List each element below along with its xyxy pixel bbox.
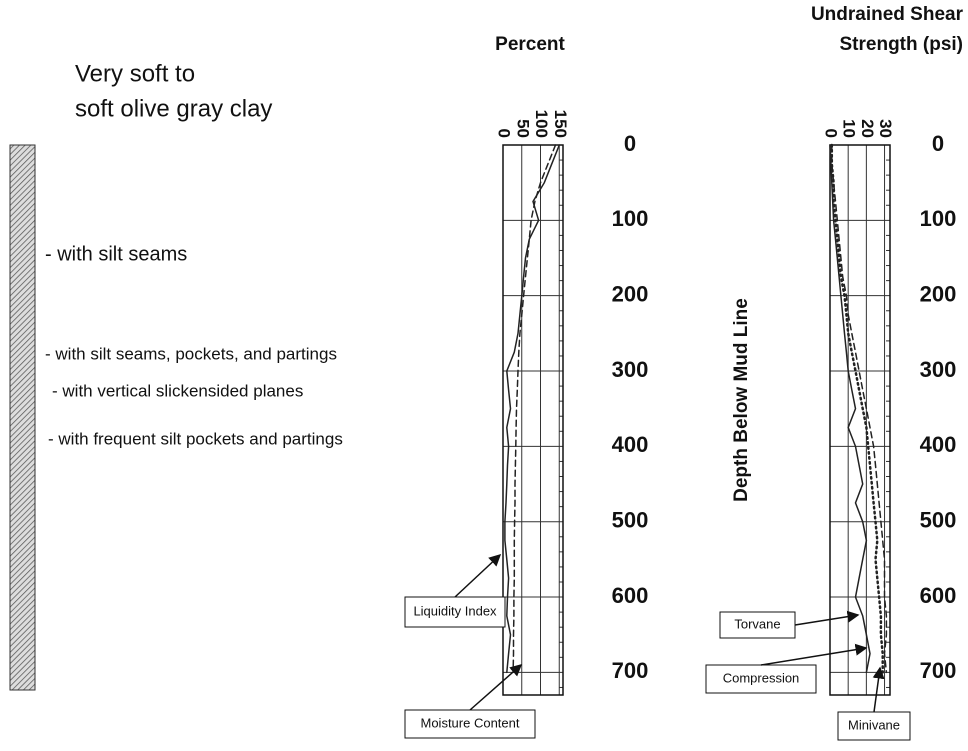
soil-title: soft olive gray clay [75,95,272,122]
y-tick-label: 500 [612,508,649,533]
callout-box [404,596,506,628]
data-line [830,143,884,674]
x-tick-label: 0 [822,129,841,138]
plot-frame [829,144,891,696]
legend-label: Compression [723,670,800,685]
callout-box [719,611,796,639]
data-line [831,144,888,674]
y-tick-label: 100 [612,206,649,231]
y-tick-label: 600 [612,583,649,608]
callout-arrow [454,553,502,598]
callout-box [404,709,536,739]
callout-arrow [794,610,860,626]
callout-box [705,664,817,694]
y-tick-label: 0 [932,131,944,156]
y-tick-label: 300 [920,357,957,382]
callout-arrow [760,643,868,666]
x-tick-label: 0 [495,129,514,138]
y-tick-label: 200 [920,281,957,306]
callout-arrow [469,664,523,711]
y-tick-label: 300 [612,357,649,382]
y-axis-label: Depth Below Mud Line [731,298,752,502]
chart-title: Strength (psi) [840,34,964,55]
callout-arrow [872,666,885,713]
y-tick-label: 500 [920,508,957,533]
x-tick-label: 150 [551,110,570,138]
x-tick-label: 100 [532,110,551,138]
plot-frame [502,144,564,696]
y-tick-label: 700 [920,658,957,683]
soil-note: - with silt seams [45,243,187,265]
y-tick-label: 400 [612,432,649,457]
y-tick-label: 0 [624,131,636,156]
soil-note: - with frequent silt pockets and parting… [48,429,343,448]
chart-title: Percent [495,34,565,55]
legend-label: Moisture Content [421,715,520,730]
x-tick-label: 30 [876,119,895,138]
data-line [829,144,871,674]
soil-note: - with vertical slickensided planes [52,381,303,400]
data-line [512,144,557,674]
soil-title: Very soft to [75,60,195,87]
y-tick-label: 200 [612,281,649,306]
y-tick-label: 100 [920,206,957,231]
legend-label: Torvane [734,616,780,631]
callout-box [837,711,911,741]
legend-label: Minivane [848,717,900,732]
x-tick-label: 10 [840,119,859,138]
soil-note: - with silt seams, pockets, and partings [45,344,337,363]
chart-title: Undrained Shear [811,4,964,25]
y-tick-label: 600 [920,583,957,608]
legend-label: Liquidity Index [413,603,497,618]
y-tick-label: 400 [920,432,957,457]
y-tick-label: 700 [612,658,649,683]
data-line [504,144,561,674]
x-tick-label: 20 [858,119,877,138]
x-tick-label: 50 [513,119,532,138]
soil-column [9,144,36,691]
